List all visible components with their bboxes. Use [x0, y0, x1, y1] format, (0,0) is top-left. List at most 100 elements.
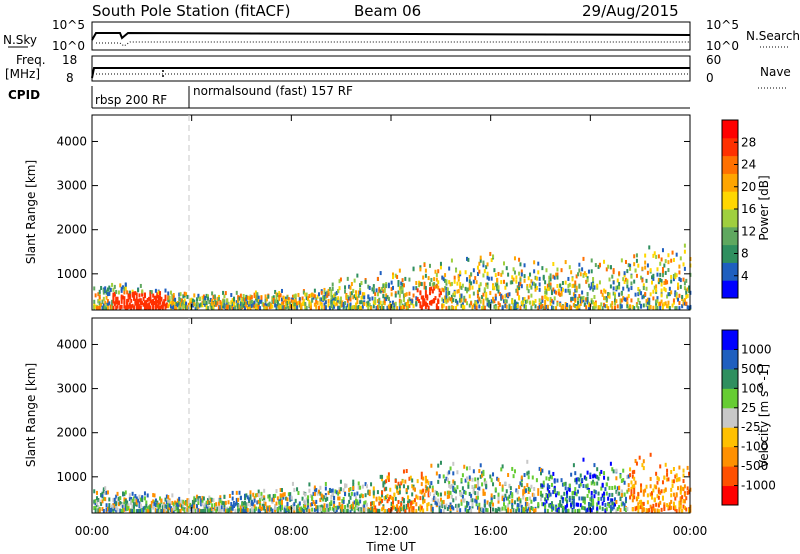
echo-cell — [620, 493, 623, 498]
echo-cell — [115, 508, 118, 513]
echo-cell — [137, 305, 140, 310]
echo-cell — [538, 466, 541, 471]
echo-cell — [649, 476, 652, 481]
echo-cell — [623, 480, 626, 485]
echo-cell — [391, 285, 394, 290]
echo-cell — [433, 299, 436, 304]
echo-cell — [387, 297, 390, 302]
echo-cell — [431, 488, 434, 493]
echo-cell — [130, 496, 133, 501]
echo-cell — [423, 285, 426, 290]
echo-cell — [172, 300, 175, 305]
echo-cell — [412, 486, 415, 491]
echo-cell — [685, 507, 688, 512]
echo-cell — [426, 296, 429, 301]
echo-cell — [308, 301, 311, 306]
echo-cell — [191, 502, 194, 507]
echo-cell — [274, 303, 277, 308]
echo-cell — [338, 489, 341, 494]
echo-cell — [272, 494, 275, 499]
echo-cell — [661, 248, 664, 253]
echo-cell — [577, 489, 580, 494]
echo-cell — [549, 277, 552, 282]
echo-cell — [345, 483, 348, 488]
echo-cell — [446, 291, 449, 296]
echo-cell — [483, 503, 486, 508]
echo-cell — [349, 508, 352, 513]
echo-cell — [586, 292, 589, 297]
echo-cell — [222, 304, 225, 309]
echo-cell — [390, 507, 393, 512]
echo-cell — [189, 506, 192, 511]
echo-cell — [296, 301, 299, 306]
echo-cell — [256, 492, 259, 497]
echo-cell — [441, 287, 444, 292]
echo-cell — [661, 270, 664, 275]
echo-cell — [243, 297, 246, 302]
echo-cell — [459, 298, 462, 303]
echo-cell — [583, 302, 586, 307]
echo-cell — [472, 486, 475, 491]
echo-cell — [220, 306, 223, 311]
echo-cell — [668, 506, 671, 511]
echo-cell — [109, 287, 112, 292]
echo-cell — [270, 507, 273, 512]
echo-cell — [622, 478, 625, 483]
echo-cell — [391, 300, 394, 305]
echo-cell — [626, 489, 629, 494]
echo-cell — [330, 500, 333, 505]
echo-cell — [500, 293, 503, 298]
echo-cell — [575, 502, 578, 507]
echo-cell — [686, 305, 689, 310]
echo-cell — [612, 286, 615, 291]
echo-cell — [507, 503, 510, 508]
echo-cell — [252, 303, 255, 308]
echo-cell — [485, 294, 488, 299]
echo-cell — [349, 285, 352, 290]
echo-cell — [545, 296, 548, 301]
echo-cell — [94, 304, 97, 309]
echo-cell — [637, 297, 640, 302]
echo-cell — [168, 506, 171, 511]
echo-cell — [233, 504, 236, 509]
echo-cell — [483, 287, 486, 292]
echo-cell — [397, 290, 400, 295]
echo-cell — [202, 298, 205, 303]
echo-cell — [637, 505, 640, 510]
echo-cell — [474, 498, 477, 503]
echo-cell — [498, 507, 501, 512]
echo-cell — [601, 493, 604, 498]
echo-cell — [371, 508, 374, 513]
echo-cell — [161, 509, 164, 514]
echo-cell — [391, 306, 394, 311]
echo-cell — [490, 478, 493, 483]
echo-cell — [330, 293, 333, 298]
echo-cell — [661, 303, 664, 308]
echo-cell — [128, 304, 131, 309]
echo-cell — [592, 277, 595, 282]
echo-cell — [455, 268, 458, 273]
echo-cell — [189, 305, 192, 310]
echo-cell — [592, 287, 595, 292]
echo-cell — [150, 503, 153, 508]
echo-cell — [280, 301, 283, 306]
echo-cell — [405, 305, 408, 310]
echo-cell — [607, 502, 610, 507]
echo-cell — [437, 479, 440, 484]
echo-cell — [341, 499, 344, 504]
echo-cell — [555, 272, 558, 277]
echo-cell — [612, 291, 615, 296]
echo-cell — [268, 505, 271, 510]
echo-cell — [427, 491, 430, 496]
echo-cell — [572, 296, 575, 301]
echo-cell — [248, 296, 251, 301]
echo-cell — [154, 288, 157, 293]
echo-cell — [683, 249, 686, 254]
echo-cell — [128, 497, 131, 502]
echo-cell — [511, 275, 514, 280]
echo-cell — [257, 299, 260, 304]
echo-cell — [545, 289, 548, 294]
echo-cell — [113, 291, 116, 296]
echo-cell — [444, 273, 447, 278]
echo-cell — [206, 508, 209, 513]
